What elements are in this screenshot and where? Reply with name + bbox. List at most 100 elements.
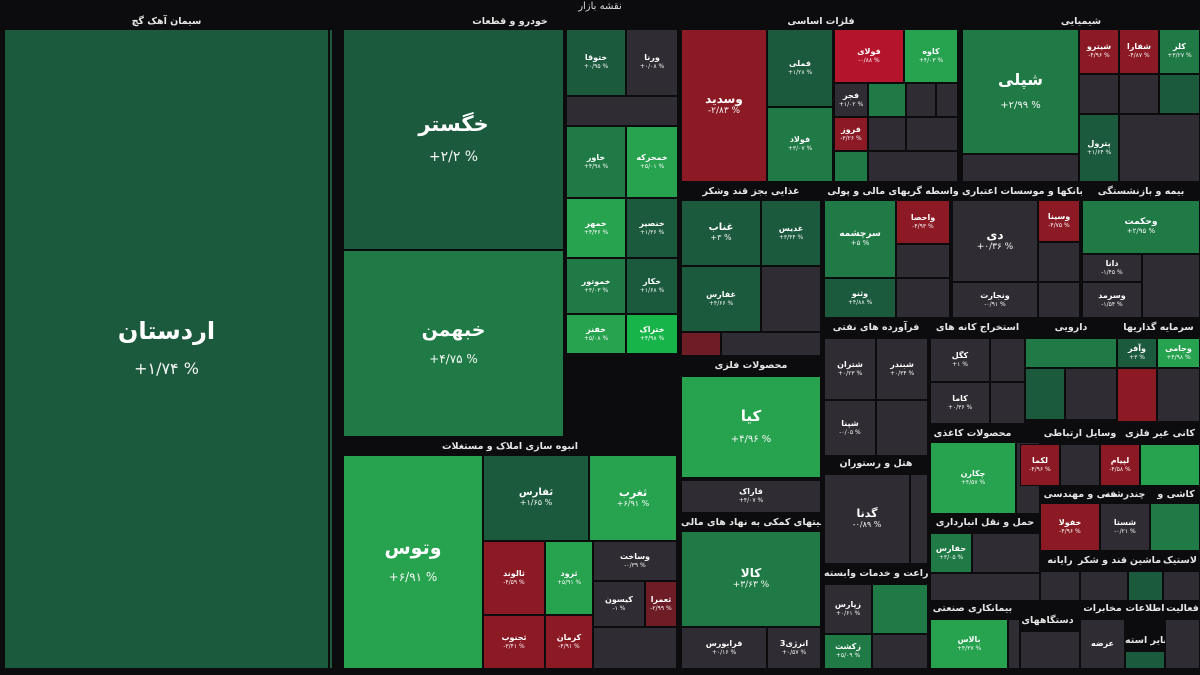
stock-tile-unlabeled[interactable] xyxy=(329,29,333,669)
stock-tile[interactable]: وساخت -۰/۳۹ % xyxy=(593,541,677,581)
stock-tile-unlabeled[interactable] xyxy=(876,400,928,456)
stock-tile-unlabeled[interactable] xyxy=(593,627,677,669)
stock-tile[interactable]: عرضه xyxy=(1080,619,1125,669)
stock-tile-unlabeled[interactable] xyxy=(566,96,678,126)
stock-tile-unlabeled[interactable] xyxy=(868,83,906,117)
stock-tile[interactable]: شستا -۰/۲۱ % xyxy=(1100,503,1150,551)
stock-tile[interactable]: خفولا -۴/۹۶ % xyxy=(1040,503,1100,551)
stock-tile[interactable]: کالا +۳/۶۳ % xyxy=(681,531,821,627)
stock-tile[interactable]: وسرمد -۱/۵۴ % xyxy=(1082,282,1142,318)
stock-tile[interactable]: شیترو -۴/۹۶ % xyxy=(1079,29,1119,74)
stock-tile-unlabeled[interactable] xyxy=(1163,571,1200,601)
stock-tile-unlabeled[interactable] xyxy=(681,332,721,356)
stock-tile[interactable]: حفارس +۳/۰۵ % xyxy=(930,533,972,573)
stock-tile[interactable]: غدیس +۳/۴۴ % xyxy=(761,200,821,266)
stock-tile[interactable]: شپلی +۲/۹۹ % xyxy=(962,29,1079,154)
stock-tile-unlabeled[interactable] xyxy=(906,83,936,117)
stock-tile[interactable]: ثعمرا -۲/۹۹ % xyxy=(645,581,677,627)
stock-tile[interactable]: ثجنوب -۳/۴۱ % xyxy=(483,615,545,669)
stock-tile[interactable]: شتران +۰/۲۳ % xyxy=(824,338,876,400)
stock-tile-unlabeled[interactable] xyxy=(1150,503,1200,551)
stock-tile[interactable]: اردستان +۱/۷۴ % xyxy=(4,29,329,669)
stock-tile-unlabeled[interactable] xyxy=(868,117,906,151)
stock-tile[interactable]: خمهر +۴/۴۶ % xyxy=(566,198,626,258)
stock-tile[interactable]: چکارن +۴/۵۷ % xyxy=(930,442,1016,514)
stock-tile-unlabeled[interactable] xyxy=(1020,631,1080,669)
stock-tile[interactable]: خکار +۱/۶۸ % xyxy=(626,258,678,314)
stock-tile-unlabeled[interactable] xyxy=(1157,368,1200,422)
stock-tile[interactable]: دی +۰/۳۶ % xyxy=(952,200,1038,282)
stock-tile[interactable]: زکشت +۵/۰۹ % xyxy=(824,634,872,669)
stock-tile-unlabeled[interactable] xyxy=(1142,254,1200,318)
stock-tile-unlabeled[interactable] xyxy=(872,634,928,669)
stock-tile-unlabeled[interactable] xyxy=(1119,74,1159,114)
stock-tile[interactable]: کگل +۱ % xyxy=(930,338,990,382)
stock-tile-unlabeled[interactable] xyxy=(1125,651,1165,669)
stock-tile[interactable]: کاوه +۴/۰۳ % xyxy=(904,29,958,83)
stock-tile[interactable]: لکما -۴/۹۶ % xyxy=(1020,444,1060,486)
stock-tile[interactable]: زپارس +۰/۶۱ % xyxy=(824,584,872,634)
stock-tile[interactable]: شفارا -۴/۸۷ % xyxy=(1119,29,1159,74)
stock-tile[interactable]: کیسون -۱ % xyxy=(593,581,645,627)
stock-tile-unlabeled[interactable] xyxy=(896,278,950,318)
stock-tile[interactable]: خاور +۴/۹۸ % xyxy=(566,126,626,198)
stock-tile[interactable]: شپنا -۰/۰۵ % xyxy=(824,400,876,456)
stock-tile[interactable]: فملی +۱/۲۸ % xyxy=(767,29,833,107)
stock-tile-unlabeled[interactable] xyxy=(990,382,1025,424)
stock-tile-unlabeled[interactable] xyxy=(721,332,821,356)
stock-tile[interactable]: وسدید -۲/۸۳ % xyxy=(681,29,767,182)
stock-tile-unlabeled[interactable] xyxy=(1038,282,1080,318)
stock-tile-unlabeled[interactable] xyxy=(1025,368,1065,420)
stock-tile-unlabeled[interactable] xyxy=(1117,368,1157,422)
stock-tile-unlabeled[interactable] xyxy=(1008,619,1020,669)
stock-tile-unlabeled[interactable] xyxy=(972,533,1040,573)
stock-tile-unlabeled[interactable] xyxy=(930,573,1040,601)
stock-tile[interactable]: غناب +۳ % xyxy=(681,200,761,266)
stock-tile[interactable]: غفارس +۴/۶۶ % xyxy=(681,266,761,332)
stock-tile[interactable]: وآفر +۳ % xyxy=(1117,338,1157,368)
stock-tile-unlabeled[interactable] xyxy=(1140,444,1200,486)
stock-tile-unlabeled[interactable] xyxy=(1119,114,1200,182)
stock-tile-unlabeled[interactable] xyxy=(936,83,958,117)
stock-tile[interactable]: شبندر +۰/۳۴ % xyxy=(876,338,928,400)
stock-tile-unlabeled[interactable] xyxy=(1128,571,1163,601)
stock-tile-unlabeled[interactable] xyxy=(761,266,821,332)
stock-tile[interactable]: بالاس +۴/۳۷ % xyxy=(930,619,1008,669)
stock-tile-unlabeled[interactable] xyxy=(896,244,950,278)
stock-tile-unlabeled[interactable] xyxy=(1159,74,1200,114)
stock-tile-unlabeled[interactable] xyxy=(906,117,958,151)
stock-tile[interactable]: کرمان -۴/۹۱ % xyxy=(545,615,593,669)
stock-tile[interactable]: کاما +۰/۳۶ % xyxy=(930,382,990,424)
stock-tile[interactable]: فجر +۱/۰۲ % xyxy=(834,83,868,117)
stock-tile[interactable]: فروز -۳/۲۶ % xyxy=(834,117,868,151)
stock-tile[interactable]: ختوقا +۰/۹۵ % xyxy=(566,29,626,96)
stock-tile[interactable]: خموتور +۴/۰۳ % xyxy=(566,258,626,314)
stock-tile[interactable]: ثرود +۵/۹۱ % xyxy=(545,541,593,615)
stock-tile[interactable]: خنصیر +۱/۳۶ % xyxy=(626,198,678,258)
stock-tile-unlabeled[interactable] xyxy=(990,338,1025,382)
stock-tile-unlabeled[interactable] xyxy=(910,474,928,564)
stock-tile-unlabeled[interactable] xyxy=(1080,571,1128,601)
stock-tile[interactable]: فولاد +۳/۰۷ % xyxy=(767,107,833,182)
stock-tile[interactable]: انرژی3 +۰/۵۷ % xyxy=(767,627,821,669)
stock-tile[interactable]: وتوس +۶/۹۱ % xyxy=(343,455,483,669)
stock-tile[interactable]: ختراک +۴/۹۸ % xyxy=(626,314,678,354)
stock-tile-unlabeled[interactable] xyxy=(1038,242,1080,282)
stock-tile-unlabeled[interactable] xyxy=(872,584,928,634)
stock-tile-unlabeled[interactable] xyxy=(834,151,868,182)
stock-tile[interactable]: وحکمت +۲/۹۵ % xyxy=(1082,200,1200,254)
stock-tile[interactable]: لپیام -۴/۵۸ % xyxy=(1100,444,1140,486)
stock-tile[interactable]: وثنو +۴/۸۸ % xyxy=(824,278,896,318)
stock-tile-unlabeled[interactable] xyxy=(1065,368,1117,420)
stock-tile[interactable]: دانا -۱/۴۵ % xyxy=(1082,254,1142,282)
stock-tile[interactable]: ونجارت -۰/۹۱ % xyxy=(952,282,1038,318)
stock-tile[interactable]: فاراک +۴/۰۷ % xyxy=(681,480,821,513)
stock-tile-unlabeled[interactable] xyxy=(962,154,1079,182)
stock-tile-unlabeled[interactable] xyxy=(1165,619,1200,669)
stock-tile[interactable]: کیا +۴/۹۶ % xyxy=(681,376,821,478)
stock-tile-unlabeled[interactable] xyxy=(1079,74,1119,114)
stock-tile[interactable]: سرچشمه +۵ % xyxy=(824,200,896,278)
stock-tile-unlabeled[interactable] xyxy=(1025,338,1117,368)
stock-tile[interactable]: فولای -۰/۸۸ % xyxy=(834,29,904,83)
stock-tile-unlabeled[interactable] xyxy=(1040,571,1080,601)
